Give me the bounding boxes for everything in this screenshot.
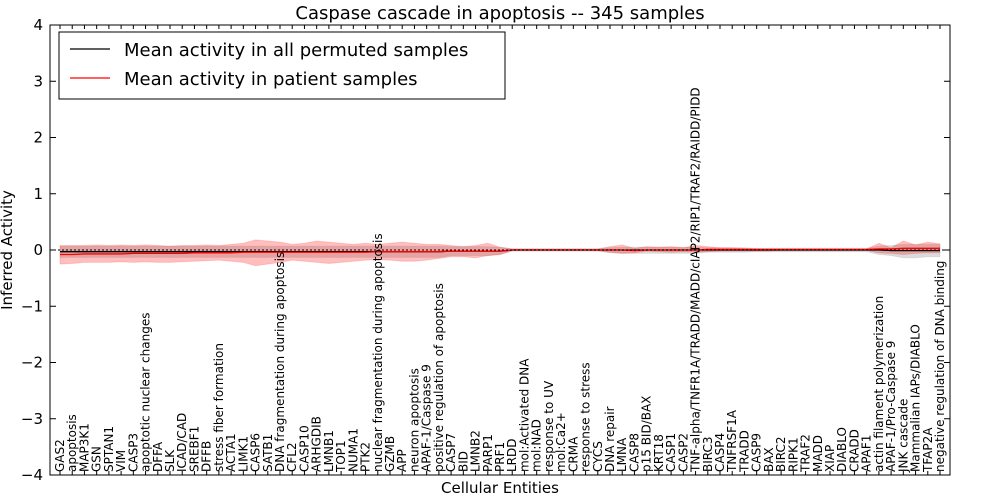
x-tick-label: CASP10 [297,425,311,472]
x-tick-label: RIPK1 [786,437,800,472]
x-tick-label: DFFB [200,441,214,472]
x-tick-label: PTK2 [359,442,373,472]
x-tick-label: LMNA [615,437,629,472]
x-tick-label: CASP8 [627,433,641,472]
x-tick-label: CYCS [591,441,605,472]
x-tick-label: MADD [811,435,825,472]
x-tick-label: SATB1 [261,434,275,472]
x-tick-label: Mammalian IAPs/DIABLO [909,324,923,472]
x-tick-label: nuclear fragmentation during apoptosis [371,233,385,472]
x-tick-label: SPTAN1 [102,426,116,472]
x-tick-label: DNA fragmentation during apoptosis [273,252,287,472]
x-tick-label: TNF-alpha/TNFR1A/TRADD/MADD/cIAP2/RIP1/T… [689,87,703,473]
x-tick-label: BIRC3 [701,436,715,472]
x-tick-label: CRMA [566,436,580,472]
x-tick-label: apoptosis [65,414,79,472]
x-tick-label: BAX [762,447,776,472]
x-tick-label: JNK cascade [896,399,910,473]
x-tick-label: MAP3K1 [77,423,91,472]
y-tick-label: 0 [33,241,43,259]
legend-box [58,31,506,100]
x-tick-label: LRDD [505,438,519,472]
x-tick-label: stress fiber formation [212,343,226,472]
x-tick-label: TOP1 [334,440,348,473]
y-tick-label: −3 [21,410,43,428]
x-tick-label: APAF-1/Caspase 9 [420,364,434,472]
x-axis-label: Cellular Entities [441,479,559,497]
x-tick-label: ARHGDIB [310,416,324,472]
x-tick-label: BID [456,451,470,472]
x-tick-label: response to UV [542,380,556,472]
x-tick-label: TNFRSF1A [725,409,739,473]
y-tick-label: −2 [21,354,43,372]
band-patient [59,239,941,267]
x-tick-label: DFFA [151,441,165,472]
x-tick-label: TRADD [737,430,751,473]
x-tick-label: LMNB2 [469,430,483,472]
x-tick-label: APP [395,449,409,472]
x-tick-label: mol:NAD [530,419,544,472]
x-tick-label: mol:Ca2+ [554,412,568,472]
y-tick-label: −4 [21,466,43,484]
y-tick-label: −1 [21,297,43,315]
x-tick-label: positive regulation of apoptosis [432,283,446,472]
x-tick-label: mol:Activated DNA [517,358,531,472]
x-tick-label: APAF-1/Pro-Caspase 9 [884,341,898,472]
x-tick-label: CASP4 [713,433,727,472]
x-tick-label: NUMA1 [346,428,360,472]
y-tick-label: 2 [33,129,43,147]
y-tick-label: 1 [33,185,43,203]
y-tick-label: 4 [33,16,43,34]
x-tick-label: ICAD/CAD [175,413,189,472]
y-tick-label: 3 [33,72,43,90]
x-tick-label: GAS2 [53,439,67,472]
legend: Mean activity in all permuted samples Me… [58,31,506,100]
x-tick-label: PRF1 [493,442,507,472]
x-tick-label: ACTA1 [224,433,238,472]
x-tick-label: negative regulation of DNA binding [933,261,947,472]
x-tick-label: KRT18 [652,434,666,472]
x-tick-label: LMNB1 [322,430,336,472]
x-tick-label: CFL2 [285,442,299,472]
x-tick-label: apoptotic nuclear changes [139,313,153,472]
legend-label-patient: Mean activity in patient samples [124,69,418,90]
x-tick-label: GSN [90,446,104,472]
x-tick-label: CASP9 [750,433,764,472]
x-tick-label: SREBF1 [187,426,201,472]
x-tick-label: CRADD [847,429,861,472]
x-tick-label: TRAF2 [799,434,813,473]
x-tick-label: LIMK1 [236,436,250,472]
x-tick-label: DIABLO [835,427,849,472]
x-tick-label: TFAP2A [921,427,935,473]
x-tick-label: CASP1 [664,433,678,472]
x-tick-label: BIRC2 [774,436,788,472]
y-axis-ticks: −4 −3 −2 −1 0 1 2 3 4 [21,16,950,484]
x-tick-label: response to stress [579,362,593,472]
x-tick-label: CASP7 [444,433,458,472]
x-tick-label: XIAP [823,445,837,472]
x-tick-label: CASP3 [126,433,140,472]
y-axis-label: Inferred Activity [0,190,16,310]
x-tick-label: GZMB [383,436,397,472]
chart-title: Caspase cascade in apoptosis -- 345 samp… [295,3,704,24]
x-tick-label: CASP6 [249,433,263,472]
x-tick-label: p15 BID/BAX [640,396,654,472]
x-tick-label: VIM [114,450,128,472]
x-tick-label: SLK [163,449,177,472]
x-tick-label: APAF1 [860,435,874,472]
x-tick-label: neuron apoptosis [407,368,421,472]
x-tick-label: CASP2 [676,433,690,472]
series-line-patient [60,247,940,256]
x-tick-label: PARP1 [481,434,495,472]
x-tick-label: DNA repair [603,406,617,472]
series-lines [60,247,940,256]
legend-label-permuted: Mean activity in all permuted samples [124,40,468,61]
x-tick-labels: GAS2apoptosisMAP3K1GSNSPTAN1VIMCASP3apop… [53,25,947,475]
x-tick-label: actin filament polymerization [872,296,886,472]
